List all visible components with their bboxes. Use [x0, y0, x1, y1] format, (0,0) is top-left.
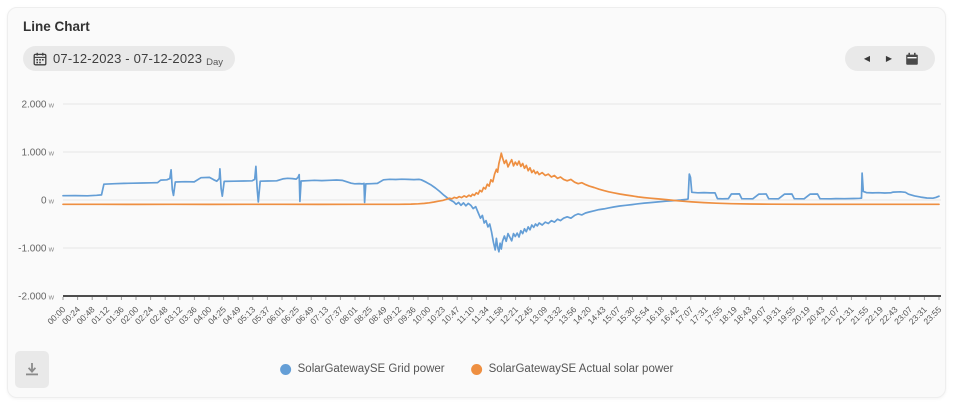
calendar-picker-button[interactable]: [900, 46, 924, 71]
legend-item-solar-power[interactable]: SolarGatewaySE Actual solar power: [470, 363, 674, 375]
legend-dot-grid-power: [279, 363, 291, 375]
next-day-button[interactable]: ▶: [878, 46, 900, 71]
line-chart-card: Line Chart 07-12-2023 - 07-12-2023 Day ◀…: [7, 7, 946, 398]
svg-text:-2.000 w: -2.000 w: [18, 292, 54, 303]
date-range-picker[interactable]: 07-12-2023 - 07-12-2023 Day: [23, 46, 236, 71]
period-label: Day: [206, 57, 224, 68]
prev-day-button[interactable]: ◀: [856, 46, 878, 71]
download-icon: [24, 362, 40, 377]
date-range-label: 07-12-2023 - 07-12-2023: [53, 51, 203, 66]
chart-legend: SolarGatewaySE Grid power SolarGatewaySE…: [279, 363, 674, 375]
calendar-outline-icon: [33, 52, 47, 66]
svg-text:2.000 w: 2.000 w: [21, 100, 54, 111]
download-button[interactable]: [15, 351, 49, 388]
svg-text:-1.000 w: -1.000 w: [18, 244, 54, 255]
date-nav-controls: ◀ ▶: [845, 46, 935, 71]
line-chart-svg: 2.000 w1.000 w0 w-1.000 w-2.000 w00:0000…: [18, 100, 943, 327]
legend-item-grid-power[interactable]: SolarGatewaySE Grid power: [279, 363, 445, 375]
page-title: Line Chart: [23, 19, 90, 34]
svg-text:1.000 w: 1.000 w: [21, 148, 54, 159]
calendar-filled-icon: [905, 52, 919, 66]
legend-label-solar-power: SolarGatewaySE Actual solar power: [488, 363, 674, 375]
svg-text:0 w: 0 w: [41, 196, 55, 207]
legend-dot-solar-power: [470, 363, 482, 375]
legend-label-grid-power: SolarGatewaySE Grid power: [297, 363, 445, 375]
